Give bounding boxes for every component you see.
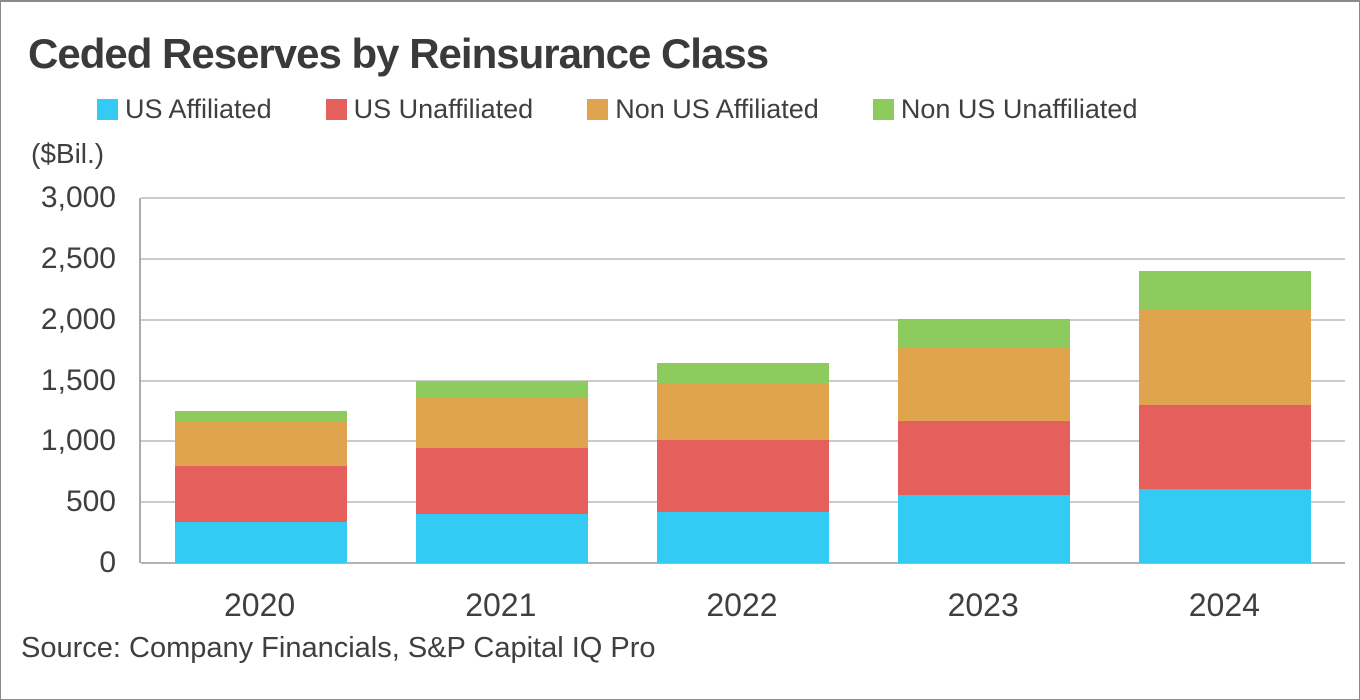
legend-swatch-icon — [325, 99, 347, 120]
stacked-bar-2022 — [656, 198, 829, 563]
bar-segment-non-us-unaffiliated-2024 — [1138, 271, 1311, 310]
legend-item-us-affiliated: US Affiliated — [97, 94, 272, 125]
bar-slot-2020 — [141, 198, 382, 563]
y-axis: 0 500 1,000 1,500 2,000 2,500 3,000 — [1, 181, 116, 579]
legend-swatch-icon — [97, 99, 118, 120]
y-tick-label-2500: 2,500 — [40, 241, 116, 275]
stacked-bar-2021 — [416, 198, 589, 563]
bar-slot-2022 — [623, 198, 864, 563]
x-tick-label-2023: 2023 — [947, 587, 1019, 623]
bar-segment-non-us-unaffiliated-2021 — [416, 380, 589, 397]
chart-title: Ceded Reserves by Reinsurance Class — [28, 30, 769, 77]
y-tick-label-1000: 1,000 — [40, 424, 116, 458]
x-axis: 2020 2021 2022 2023 2024 — [139, 584, 1345, 626]
bar-segment-non-us-affiliated-2022 — [656, 384, 829, 441]
legend-item-non-us-affiliated: Non US Affiliated — [587, 94, 819, 125]
y-tick-label-3000: 3,000 — [40, 181, 116, 214]
bar-segment-us-affiliated-2021 — [416, 514, 589, 563]
bar-segment-non-us-affiliated-2020 — [175, 421, 348, 466]
bar-segment-non-us-affiliated-2024 — [1138, 309, 1311, 405]
y-tick-label-2000: 2,000 — [40, 302, 116, 336]
legend-label: US Unaffiliated — [353, 94, 534, 124]
source-note: Source: Company Financials, S&P Capital … — [21, 632, 656, 664]
stacked-bar-2024 — [1138, 198, 1311, 563]
chart-legend: US Affiliated US Unaffiliated Non US Affil… — [97, 94, 1137, 125]
x-tick-label-2022: 2022 — [706, 587, 778, 623]
x-tick-label-2021: 2021 — [465, 587, 537, 623]
plot-area — [139, 197, 1345, 564]
gridline-0 — [141, 562, 1345, 564]
legend-label: US Affiliated — [125, 94, 272, 124]
y-tick-label-1500: 1,500 — [40, 363, 116, 397]
bar-slot-2021 — [382, 198, 623, 563]
gridline-3000 — [141, 197, 1345, 199]
legend-item-us-unaffiliated: US Unaffiliated — [325, 94, 534, 125]
legend-item-non-us-unaffiliated: Non US Unaffiliated — [872, 94, 1138, 125]
legend-swatch-icon — [587, 99, 609, 120]
legend-label: Non US Unaffiliated — [900, 94, 1138, 124]
bar-segment-us-unaffiliated-2021 — [416, 448, 589, 515]
x-tick-label-2020: 2020 — [224, 587, 296, 623]
bar-segment-non-us-unaffiliated-2022 — [656, 362, 829, 385]
y-axis-units-label: ($Bil.) — [31, 138, 105, 169]
legend-swatch-icon — [872, 99, 894, 120]
gridline-2000 — [141, 318, 1345, 321]
bar-slot-2023 — [863, 198, 1104, 563]
bar-segment-us-unaffiliated-2020 — [175, 465, 348, 522]
x-tick-label-2024: 2024 — [1188, 587, 1260, 623]
stacked-bar-2023 — [897, 198, 1070, 563]
y-tick-label-0: 0 — [99, 546, 116, 579]
bar-segment-us-unaffiliated-2023 — [897, 421, 1070, 496]
bar-segment-us-affiliated-2020 — [175, 521, 348, 563]
gridline-2500 — [141, 257, 1345, 260]
bar-segment-non-us-affiliated-2023 — [897, 347, 1070, 422]
bar-segment-non-us-unaffiliated-2020 — [175, 410, 348, 422]
bar-segment-us-unaffiliated-2022 — [656, 440, 829, 512]
bar-segment-us-affiliated-2023 — [897, 495, 1070, 563]
bar-segment-us-affiliated-2024 — [1138, 488, 1311, 563]
bar-slot-2024 — [1104, 198, 1345, 563]
bar-segment-us-affiliated-2022 — [656, 511, 829, 563]
bar-segment-non-us-unaffiliated-2023 — [897, 318, 1070, 348]
bar-segment-us-unaffiliated-2024 — [1138, 404, 1311, 489]
y-tick-label-500: 500 — [65, 485, 116, 519]
bar-segment-non-us-affiliated-2021 — [416, 396, 589, 449]
legend-label: Non US Affiliated — [615, 94, 819, 124]
stacked-bar-2020 — [175, 198, 348, 563]
